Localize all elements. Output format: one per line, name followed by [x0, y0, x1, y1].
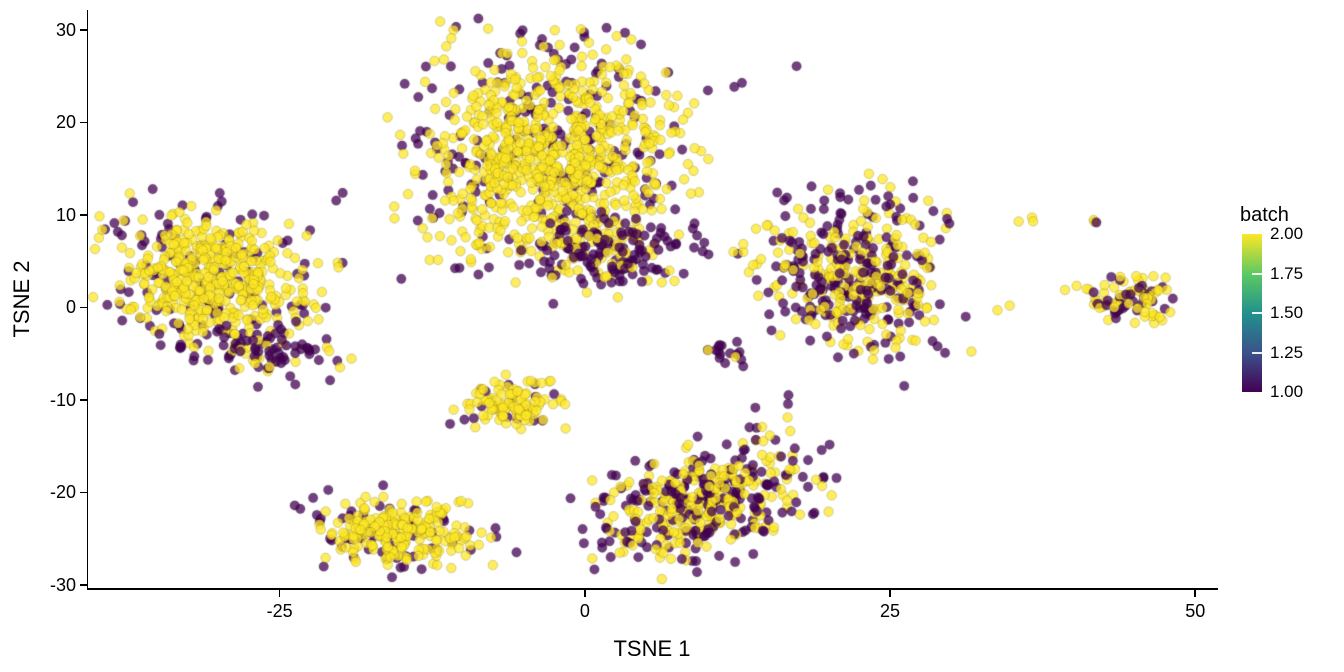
y-axis-title: TSNE 2 [9, 260, 34, 338]
legend-colorbar-tick [1252, 272, 1262, 275]
legend-label: 2.00 [1270, 224, 1304, 243]
x-tick-label: -25 [266, 601, 293, 621]
legend-colorbar-tick [1252, 351, 1262, 354]
legend-label: 1.00 [1270, 382, 1304, 401]
legend-title: batch [1240, 204, 1289, 226]
y-tick-mark [79, 121, 87, 124]
x-tick-mark [584, 589, 586, 597]
x-axis-title: TSNE 1 [613, 636, 691, 661]
y-tick-mark [79, 29, 87, 31]
x-tick-label: 25 [880, 601, 901, 621]
y-tick-mark [79, 491, 87, 494]
legend-colorbar-tick [1252, 312, 1262, 314]
x-tick-mark [1194, 589, 1196, 597]
x-axis-line [86, 588, 1218, 590]
x-tick-label: 50 [1185, 601, 1206, 621]
y-tick-label: 10 [55, 204, 76, 225]
y-tick-label: -20 [49, 482, 76, 503]
y-tick-label: 30 [55, 19, 76, 40]
x-tick-mark [889, 589, 891, 597]
y-tick-mark [79, 306, 87, 309]
y-tick-mark [79, 584, 87, 586]
y-axis-line [86, 10, 88, 590]
y-tick-label: -30 [49, 574, 76, 595]
y-tick-label: 20 [55, 112, 76, 133]
legend-label: 1.50 [1270, 303, 1304, 322]
legend-label: 1.25 [1270, 342, 1304, 362]
y-tick-label: -10 [49, 389, 76, 410]
y-tick-label: 0 [65, 297, 76, 318]
x-tick-label: 0 [579, 601, 590, 621]
x-tick-mark [278, 589, 281, 597]
y-tick-mark [79, 214, 87, 216]
y-tick-mark [79, 399, 87, 401]
legend-label: 1.75 [1270, 263, 1304, 283]
